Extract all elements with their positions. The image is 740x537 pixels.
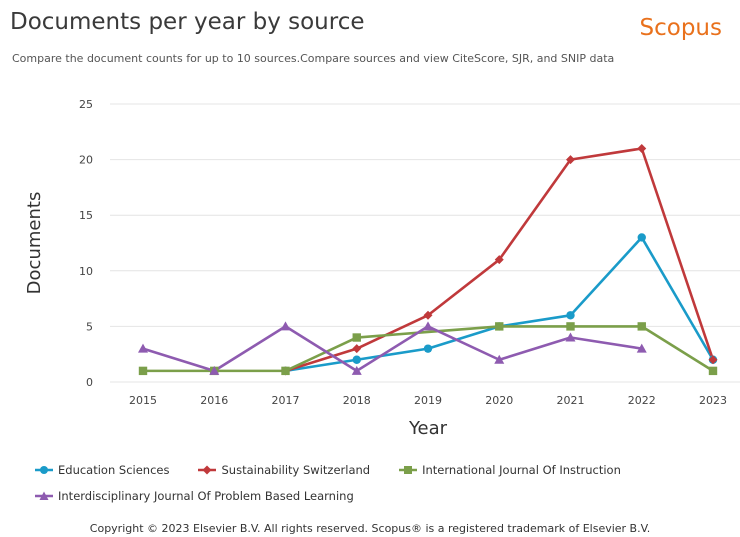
data-point-sustainability-switzerland[interactable] xyxy=(423,310,433,320)
data-point-sustainability-switzerland[interactable] xyxy=(566,155,575,165)
data-point-sustainability-switzerland[interactable] xyxy=(708,355,718,365)
documents-line-chart: 0 5 10 15 20 25 2015 2016 2017 2018 2019 2020 2021 20… xyxy=(24,98,740,439)
data-point-education-sciences[interactable] xyxy=(637,233,646,242)
data-point-international-journal-of-instruction[interactable] xyxy=(637,322,646,331)
legend-label: Education Sciences xyxy=(58,463,170,477)
legend-swatch-icon xyxy=(35,491,53,500)
x-tick-label: 2023 xyxy=(699,394,727,407)
legend-swatch-icon xyxy=(198,465,217,475)
y-tick-label: 25 xyxy=(79,98,93,111)
data-point-sustainability-switzerland[interactable] xyxy=(637,143,647,153)
legend-item-education-sciences[interactable]: Education Sciences xyxy=(34,461,169,479)
y-tick-label: 5 xyxy=(86,320,93,333)
y-tick-label: 20 xyxy=(79,154,93,167)
data-point-interdisciplinary-journal-of-problem-based-learning[interactable] xyxy=(423,321,433,331)
data-point-interdisciplinary-journal-of-problem-based-learning[interactable] xyxy=(209,365,220,375)
series-line-interdisciplinary-journal-of-problem-based-learning xyxy=(142,325,642,373)
y-axis-label: Documents xyxy=(24,192,45,295)
data-point-international-journal-of-instruction[interactable] xyxy=(708,366,718,376)
page-title: Documents per year by source xyxy=(10,9,365,35)
x-tick-label: 2017 xyxy=(272,394,300,407)
chart-subtitle: Compare the document counts for up to 10… xyxy=(12,52,615,65)
legend-swatch-icon xyxy=(35,466,53,474)
legend-item-international-journal-of-instruction[interactable]: International Journal Of Instruction xyxy=(398,461,621,479)
scopus-logo[interactable]: Scopus xyxy=(639,15,722,41)
x-tick-label: 2020 xyxy=(485,394,513,407)
data-point-sustainability-switzerland[interactable] xyxy=(352,344,362,354)
x-tick-label: 2019 xyxy=(414,394,442,407)
x-tick-label: 2021 xyxy=(557,394,585,407)
x-tick-label: 2018 xyxy=(343,394,371,407)
chart-legend: Education Sciences Sustainability Switzer… xyxy=(34,461,724,513)
data-point-interdisciplinary-journal-of-problem-based-learning[interactable] xyxy=(636,343,647,353)
data-point-international-journal-of-instruction[interactable] xyxy=(495,322,504,331)
data-point-interdisciplinary-journal-of-problem-based-learning[interactable] xyxy=(280,321,291,331)
data-point-interdisciplinary-journal-of-problem-based-learning[interactable] xyxy=(138,343,148,353)
legend-label: International Journal Of Instruction xyxy=(422,463,621,477)
legend-label: Sustainability Switzerland xyxy=(221,463,371,477)
data-point-international-journal-of-instruction[interactable] xyxy=(138,366,148,376)
data-point-international-journal-of-instruction[interactable] xyxy=(281,366,290,376)
data-point-sustainability-switzerland[interactable] xyxy=(494,255,504,265)
x-tick-label: 2015 xyxy=(129,394,157,407)
legend-item-interdisciplinary-journal-of-problem-based-learning[interactable]: Interdisciplinary Journal Of Problem Bas… xyxy=(34,487,354,505)
data-point-international-journal-of-instruction[interactable] xyxy=(566,322,575,331)
y-tick-label: 10 xyxy=(79,265,93,278)
y-tick-label: 0 xyxy=(86,376,93,389)
data-point-interdisciplinary-journal-of-problem-based-learning[interactable] xyxy=(565,332,576,342)
series-line-international-journal-of-instruction xyxy=(143,325,714,373)
legend-item-sustainability-switzerland[interactable]: Sustainability Switzerland xyxy=(197,461,370,479)
data-point-education-sciences[interactable] xyxy=(352,355,361,364)
data-point-interdisciplinary-journal-of-problem-based-learning[interactable] xyxy=(351,365,362,375)
data-point-education-sciences[interactable] xyxy=(566,311,575,320)
copyright-notice: Copyright © 2023 Elsevier B.V. All right… xyxy=(89,522,651,535)
data-point-international-journal-of-instruction[interactable] xyxy=(352,333,361,342)
x-tick-label: 2016 xyxy=(200,394,228,407)
x-axis-label: Year xyxy=(408,418,448,439)
x-tick-label: 2022 xyxy=(628,394,656,407)
y-tick-label: 15 xyxy=(79,209,93,222)
data-point-interdisciplinary-journal-of-problem-based-learning[interactable] xyxy=(494,354,505,364)
legend-label: Interdisciplinary Journal Of Problem Bas… xyxy=(58,489,354,503)
data-point-education-sciences[interactable] xyxy=(423,344,433,353)
legend-swatch-icon xyxy=(399,466,418,474)
